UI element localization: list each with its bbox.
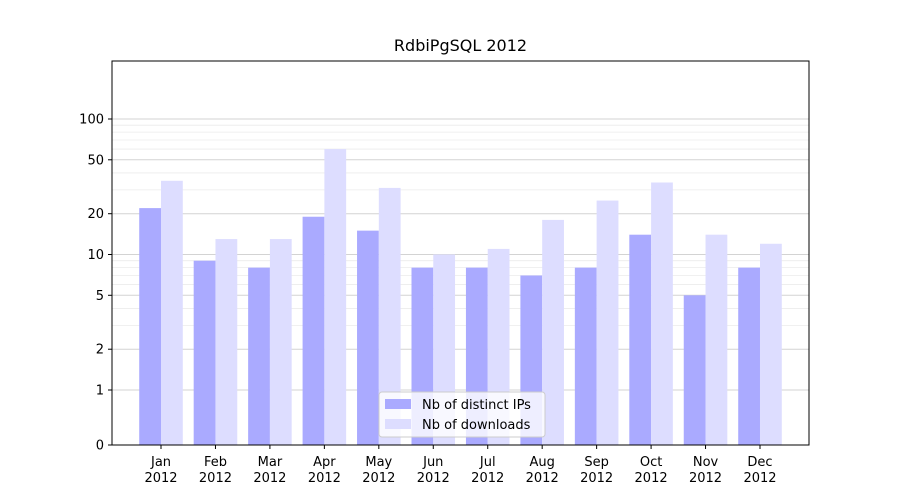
y-tick-label: 2	[96, 343, 104, 358]
x-tick-label: Jun 2012	[417, 455, 450, 486]
bar-distinct-ips	[193, 260, 216, 445]
x-tick-label: Nov 2012	[689, 455, 722, 486]
bar-downloads	[596, 200, 619, 445]
legend-swatch	[385, 399, 411, 409]
bar-distinct-ips	[139, 208, 162, 445]
bar-downloads	[759, 243, 782, 445]
x-tick-label: May 2012	[362, 455, 395, 486]
y-tick-label: 1	[96, 384, 104, 399]
bar-distinct-ips	[738, 267, 760, 445]
y-tick-label: 0	[96, 439, 104, 454]
bar-distinct-ips	[302, 216, 325, 445]
legend: Nb of distinct IPs Nb of downloads	[378, 391, 546, 438]
legend-box	[378, 391, 546, 438]
legend-label: Nb of distinct IPs	[422, 398, 531, 413]
x-tick-label: Jul 2012	[471, 455, 504, 486]
y-tick-label: 5	[96, 289, 104, 304]
y-axis: 0 1 2 5 10 20 50 100	[79, 113, 112, 454]
bar-downloads	[324, 149, 347, 446]
bar-distinct-ips	[357, 230, 379, 445]
x-tick-label: Aug 2012	[526, 455, 559, 486]
x-tick-label: Mar 2012	[253, 455, 286, 486]
y-tick-label: 100	[79, 113, 104, 128]
x-axis: Jan 2012 Feb 2012 Mar 2012 Apr 2012 May 2012 Jun 20…	[144, 445, 777, 486]
bar-downloads	[542, 219, 564, 445]
bar-distinct-ips	[574, 267, 597, 445]
bar-downloads	[651, 182, 673, 445]
x-tick-label: Jan 2012	[144, 455, 177, 486]
x-tick-label: Feb 2012	[199, 455, 232, 486]
legend-swatch	[385, 419, 411, 429]
bar-downloads	[269, 239, 292, 445]
bar-distinct-ips	[248, 267, 270, 445]
plot-frame	[111, 60, 810, 446]
bar-distinct-ips	[683, 295, 706, 445]
y-tick-label: 50	[87, 153, 104, 168]
chart-title: RdbiPgSQL 2012	[394, 36, 527, 55]
bar-downloads	[215, 239, 238, 445]
y-tick-label: 20	[87, 207, 104, 222]
x-tick-label: Sep 2012	[580, 455, 613, 486]
x-tick-label: Apr 2012	[308, 455, 341, 486]
y-tick-label: 10	[87, 248, 104, 263]
bar-downloads	[161, 180, 183, 445]
x-tick-label: Dec 2012	[743, 455, 776, 486]
bar-downloads	[705, 234, 728, 445]
bar-distinct-ips	[629, 234, 652, 445]
bar-downloads	[378, 187, 401, 446]
x-tick-label: Oct 2012	[635, 455, 668, 486]
legend-label: Nb of downloads	[422, 418, 531, 433]
